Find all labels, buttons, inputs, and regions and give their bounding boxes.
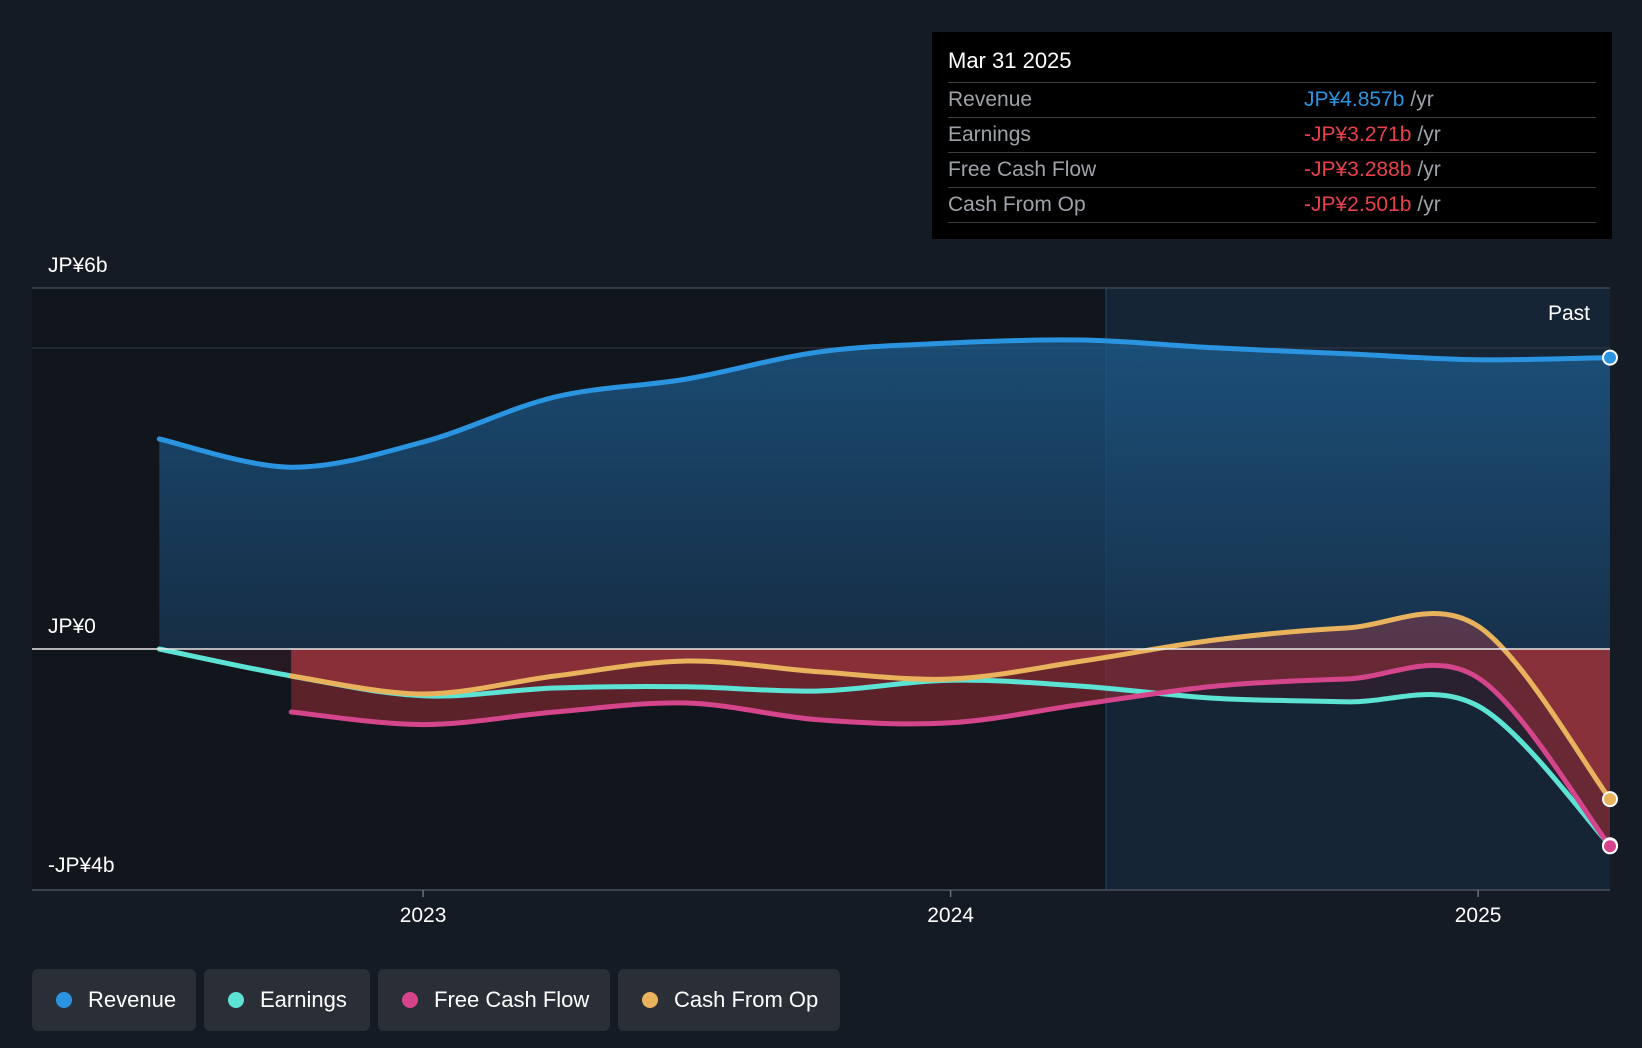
tooltip-row-earnings: Earnings -JP¥3.271b /yr xyxy=(948,117,1596,152)
tooltip-value: -JP¥3.288b xyxy=(1304,158,1412,181)
free-cash-flow-area xyxy=(291,649,1611,847)
revenue-end-point xyxy=(1602,349,1618,366)
tooltip-value: -JP¥3.271b xyxy=(1304,123,1412,146)
legend-label: Cash From Op xyxy=(674,987,819,1012)
tooltip-row-cash-from-op: Cash From Op -JP¥2.501b /yr xyxy=(948,187,1596,223)
tooltip-unit: /yr xyxy=(1417,158,1441,181)
tooltip-value: JP¥4.857b xyxy=(1304,88,1405,111)
x-tick-label: 2023 xyxy=(400,904,447,927)
free-cash-flow-line xyxy=(288,662,1613,849)
past-label: Past xyxy=(1548,302,1590,325)
tooltip-label: Earnings xyxy=(948,123,1031,146)
cash-from-op-dot-icon xyxy=(642,992,658,1008)
legend-label: Free Cash Flow xyxy=(434,987,590,1012)
legend-item-cash-from-op[interactable]: Cash From Op xyxy=(618,969,840,1031)
tooltip-row-revenue: Revenue JP¥4.857b /yr xyxy=(948,82,1596,117)
tooltip-row-free-cash-flow: Free Cash Flow -JP¥3.288b /yr xyxy=(948,152,1596,187)
y-tick-label: JP¥0 xyxy=(48,615,96,638)
earnings-dot-icon xyxy=(228,992,244,1008)
tooltip-label: Revenue xyxy=(948,88,1033,111)
tooltip-label: Cash From Op xyxy=(948,193,1086,216)
tooltip-unit: /yr xyxy=(1417,123,1441,146)
legend-item-revenue[interactable]: Revenue xyxy=(32,969,196,1031)
revenue-line xyxy=(156,337,1613,470)
revenue-area xyxy=(159,339,1610,649)
cash-from-op-end-point xyxy=(1602,791,1618,808)
free-cash-flow-dot-icon xyxy=(402,992,418,1008)
free-cash-flow-end-point xyxy=(1602,838,1618,855)
legend-label: Earnings xyxy=(260,987,347,1012)
tooltip-date: Mar 31 2025 xyxy=(948,48,1072,73)
x-tick-label: 2025 xyxy=(1455,904,1502,927)
tooltip-label: Free Cash Flow xyxy=(948,158,1097,181)
tooltip-unit: /yr xyxy=(1410,88,1434,111)
tooltip-panel: Mar 31 2025 Revenue JP¥4.857b /yr Earnin… xyxy=(932,32,1612,239)
tooltip-unit: /yr xyxy=(1417,193,1441,216)
revenue-dot-icon xyxy=(56,992,72,1008)
y-tick-label: JP¥6b xyxy=(48,254,108,277)
x-tick-label: 2024 xyxy=(927,904,974,927)
cash-from-op-area xyxy=(291,613,1611,800)
legend-item-free-cash-flow[interactable]: Free Cash Flow xyxy=(378,969,610,1031)
legend-label: Revenue xyxy=(88,987,177,1012)
legend-item-earnings[interactable]: Earnings xyxy=(204,969,370,1031)
y-tick-label: -JP¥4b xyxy=(48,854,115,877)
cash-from-op-line xyxy=(288,611,1613,802)
tooltip-value: -JP¥2.501b xyxy=(1304,193,1412,216)
